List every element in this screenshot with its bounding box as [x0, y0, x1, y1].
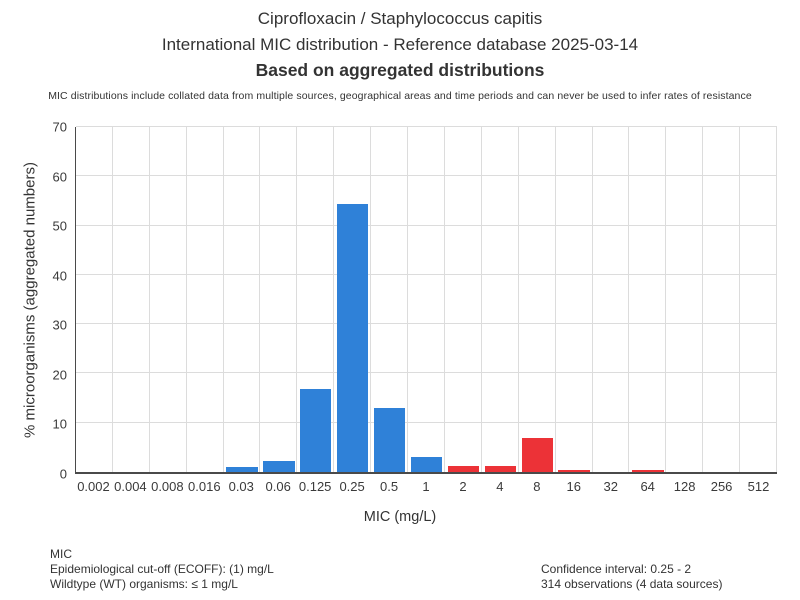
- gridline-h-70: [76, 126, 777, 127]
- gridline-v-17: [702, 127, 704, 472]
- y-tick-60: 60: [52, 169, 67, 185]
- gridline-v-5: [259, 127, 261, 472]
- gridline-h-50: [76, 224, 777, 226]
- gridline-v-16: [665, 127, 667, 472]
- bar-8: [521, 437, 553, 472]
- x-tick-0.004: 0.004: [114, 479, 147, 494]
- x-tick-0.25: 0.25: [339, 479, 365, 494]
- x-tick-512: 512: [747, 479, 770, 494]
- y-tick-20: 20: [52, 367, 67, 383]
- mic-heading: MIC: [50, 547, 72, 561]
- wildtype-line: Wildtype (WT) organisms: ≤ 1 mg/L: [50, 577, 238, 591]
- gridline-v-7: [333, 127, 335, 472]
- gridline-v-8: [370, 127, 372, 472]
- y-tick-40: 40: [52, 268, 67, 284]
- x-tick-256: 256: [710, 479, 733, 494]
- gridline-v-18: [739, 127, 741, 472]
- x-tick-0.125: 0.125: [298, 479, 332, 494]
- bar-0.06: [263, 460, 295, 472]
- x-tick-1: 1: [422, 479, 430, 494]
- gridline-v-2: [148, 127, 150, 472]
- y-tick-50: 50: [52, 218, 67, 234]
- gridline-h-60: [76, 175, 777, 177]
- y-axis-ticks: 0 10 20 30 40 50 60 70: [33, 120, 67, 482]
- observations-info-block: Confidence interval: 0.25 - 2 314 observ…: [541, 562, 722, 592]
- x-tick-16: 16: [566, 479, 582, 494]
- gridline-v-13: [554, 127, 556, 472]
- y-tick-30: 30: [52, 317, 67, 333]
- x-tick-0.008: 0.008: [151, 479, 184, 494]
- x-tick-4: 4: [496, 479, 504, 494]
- x-axis-ticks: 0.002 0.004 0.008 0.016 0.03 0.06 0.125 0.25 0.5…: [75, 479, 777, 497]
- gridline-h-30: [76, 323, 777, 325]
- gridline-v-3: [185, 127, 187, 472]
- x-tick-128: 128: [673, 479, 696, 494]
- gridline-h-20: [76, 372, 777, 374]
- observations-line: 314 observations (4 data sources): [541, 577, 723, 591]
- x-tick-32: 32: [603, 479, 618, 494]
- bar-0.25: [337, 204, 369, 472]
- confidence-interval-line: Confidence interval: 0.25 - 2: [541, 562, 692, 576]
- chart-title-line3: Based on aggregated distributions: [255, 60, 545, 80]
- chart-title-line1: Ciprofloxacin / Staphylococcus capitis: [257, 9, 543, 28]
- x-tick-0.03: 0.03: [228, 479, 254, 494]
- x-tick-0.016: 0.016: [188, 479, 221, 494]
- bar-2: [447, 465, 480, 472]
- gridline-v-11: [480, 127, 482, 472]
- gridline-v-6: [296, 127, 298, 472]
- bar-0.03: [226, 467, 258, 472]
- x-tick-64: 64: [640, 479, 655, 494]
- gridline-v-12: [517, 127, 519, 472]
- gridline-v-1: [111, 127, 113, 472]
- disclaimer-text: MIC distributions include collated data …: [48, 90, 752, 102]
- gridline-v-14: [591, 127, 593, 472]
- x-tick-0.5: 0.5: [380, 479, 399, 494]
- y-tick-70: 70: [52, 119, 67, 135]
- x-axis-label: MIC (mg/L): [363, 509, 437, 525]
- bar-1: [410, 457, 443, 472]
- bar-16: [558, 469, 590, 472]
- x-tick-2: 2: [459, 479, 467, 494]
- x-tick-0.002: 0.002: [77, 479, 110, 494]
- plot-area: [75, 126, 777, 474]
- ecoff-info-block: MIC Epidemiological cut-off (ECOFF): (1)…: [50, 547, 274, 592]
- chart-title-line2: International MIC distribution - Referen…: [161, 35, 639, 54]
- gridline-h-10: [76, 421, 777, 423]
- gridline-v-10: [443, 127, 445, 472]
- y-tick-0: 0: [59, 466, 67, 482]
- x-tick-8: 8: [533, 479, 541, 494]
- gridline-v-15: [628, 127, 630, 472]
- gridline-v-19: [776, 127, 777, 472]
- bar-64: [632, 469, 664, 472]
- y-tick-10: 10: [52, 416, 67, 432]
- bar-4: [484, 465, 516, 472]
- gridline-v-9: [407, 127, 409, 472]
- gridline-v-4: [222, 127, 224, 472]
- ecoff-line: Epidemiological cut-off (ECOFF): (1) mg/…: [50, 562, 274, 576]
- bar-0.125: [300, 388, 332, 472]
- x-tick-0.06: 0.06: [265, 479, 291, 494]
- gridline-h-40: [76, 273, 777, 275]
- bar-0.5: [373, 408, 406, 472]
